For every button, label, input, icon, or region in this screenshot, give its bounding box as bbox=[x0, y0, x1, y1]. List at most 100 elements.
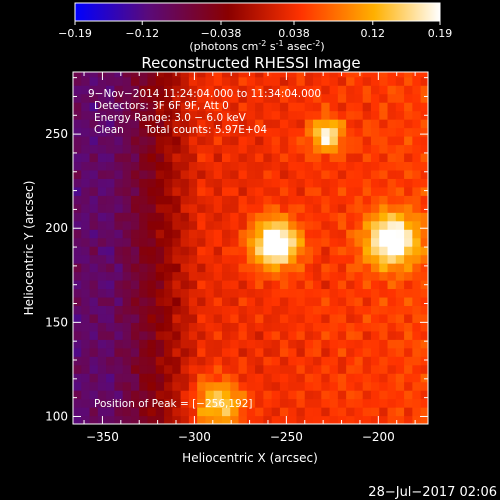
heat-cell bbox=[188, 390, 198, 400]
heat-cell bbox=[114, 296, 124, 307]
heat-cell bbox=[106, 339, 115, 349]
heat-cell bbox=[246, 93, 256, 103]
heat-cell bbox=[412, 280, 422, 290]
heat-cell bbox=[412, 85, 422, 95]
heat-cell bbox=[412, 119, 422, 129]
heat-cell bbox=[412, 347, 422, 357]
heat-cell bbox=[329, 356, 339, 366]
heat-cell bbox=[346, 102, 356, 112]
heat-cell bbox=[404, 212, 413, 222]
heat-cell bbox=[73, 280, 82, 290]
heat-cell bbox=[271, 144, 281, 154]
heat-cell bbox=[114, 229, 124, 239]
heat-cell bbox=[188, 93, 198, 103]
heat-cell bbox=[130, 161, 140, 171]
heat-cell bbox=[139, 271, 149, 281]
heat-cell bbox=[106, 390, 115, 400]
heat-cell bbox=[114, 271, 124, 281]
heat-cell bbox=[188, 288, 198, 298]
heat-cell bbox=[354, 127, 364, 137]
heat-cell bbox=[279, 212, 289, 222]
heat-cell bbox=[230, 330, 240, 340]
heat-cell bbox=[73, 237, 82, 247]
heat-cell bbox=[288, 407, 298, 417]
heat-cell bbox=[155, 246, 165, 256]
heat-cell bbox=[188, 398, 198, 408]
heat-cell bbox=[246, 136, 256, 146]
heat-cell bbox=[130, 85, 140, 95]
heat-cell bbox=[147, 271, 157, 281]
heat-cell bbox=[106, 280, 115, 290]
heat-cell bbox=[279, 186, 289, 196]
heat-cell bbox=[230, 76, 240, 86]
heat-cell bbox=[346, 127, 356, 137]
heat-cell bbox=[255, 178, 264, 188]
heat-cell bbox=[263, 347, 273, 357]
heat-cell bbox=[354, 76, 364, 86]
heat-cell bbox=[114, 254, 124, 264]
heat-cell bbox=[155, 398, 165, 408]
heat-cell bbox=[271, 398, 281, 408]
heat-cell bbox=[172, 203, 182, 213]
heat-cell bbox=[139, 322, 149, 332]
heat-cell bbox=[81, 398, 91, 408]
heat-cell bbox=[230, 313, 240, 323]
heat-cell bbox=[313, 271, 322, 281]
heat-cell bbox=[379, 186, 389, 196]
heat-cell bbox=[329, 398, 339, 408]
heat-cell bbox=[238, 322, 248, 332]
heat-cell bbox=[147, 415, 157, 424]
heat-cell bbox=[197, 347, 207, 357]
heat-cell bbox=[362, 212, 372, 222]
heat-cell bbox=[346, 296, 356, 307]
heat-cell bbox=[255, 280, 264, 290]
heat-cell bbox=[197, 330, 207, 340]
heat-cell bbox=[404, 169, 413, 179]
heat-cell bbox=[97, 313, 107, 323]
heat-cell bbox=[73, 220, 82, 230]
heat-cell bbox=[304, 76, 314, 86]
heat-cell bbox=[205, 373, 215, 383]
heat-cell bbox=[221, 390, 231, 400]
heat-cell bbox=[122, 415, 132, 424]
heat-cell bbox=[238, 178, 248, 188]
heat-cell bbox=[230, 347, 240, 357]
heat-cell bbox=[130, 364, 140, 374]
heat-cell bbox=[238, 296, 248, 307]
annotation-counts: Total counts: 5.97E+04 bbox=[144, 124, 267, 136]
heat-cell bbox=[164, 76, 173, 86]
heat-cell bbox=[395, 407, 405, 417]
heat-cell bbox=[164, 127, 173, 137]
heat-cell bbox=[255, 305, 264, 315]
heat-cell bbox=[379, 288, 389, 298]
heat-cell bbox=[321, 288, 331, 298]
heat-cell bbox=[313, 195, 322, 205]
heat-cell bbox=[420, 347, 428, 357]
heat-cell bbox=[81, 169, 91, 179]
heat-cell bbox=[420, 407, 428, 417]
heat-cell bbox=[205, 271, 215, 281]
heat-cell bbox=[370, 169, 380, 179]
heat-cell bbox=[329, 110, 339, 120]
heat-cell bbox=[313, 246, 322, 256]
heat-cell bbox=[155, 373, 165, 383]
x-axis-label: Heliocentric X (arcsec) bbox=[182, 451, 318, 465]
heat-cell bbox=[263, 254, 273, 264]
heat-cell bbox=[263, 136, 273, 146]
heat-cell bbox=[197, 263, 207, 273]
heat-cell bbox=[114, 110, 124, 120]
heat-cell bbox=[271, 229, 281, 239]
heat-cell bbox=[97, 263, 107, 273]
heat-cell bbox=[288, 237, 298, 247]
heat-cell bbox=[205, 136, 215, 146]
heat-cell bbox=[188, 127, 198, 137]
heat-cell bbox=[197, 203, 207, 213]
heat-cell bbox=[379, 144, 389, 154]
heat-cell bbox=[81, 246, 91, 256]
heat-cell bbox=[147, 263, 157, 273]
heat-cell bbox=[412, 415, 422, 424]
heat-cell bbox=[329, 296, 339, 307]
heat-cell bbox=[395, 398, 405, 408]
heat-cell bbox=[370, 339, 380, 349]
